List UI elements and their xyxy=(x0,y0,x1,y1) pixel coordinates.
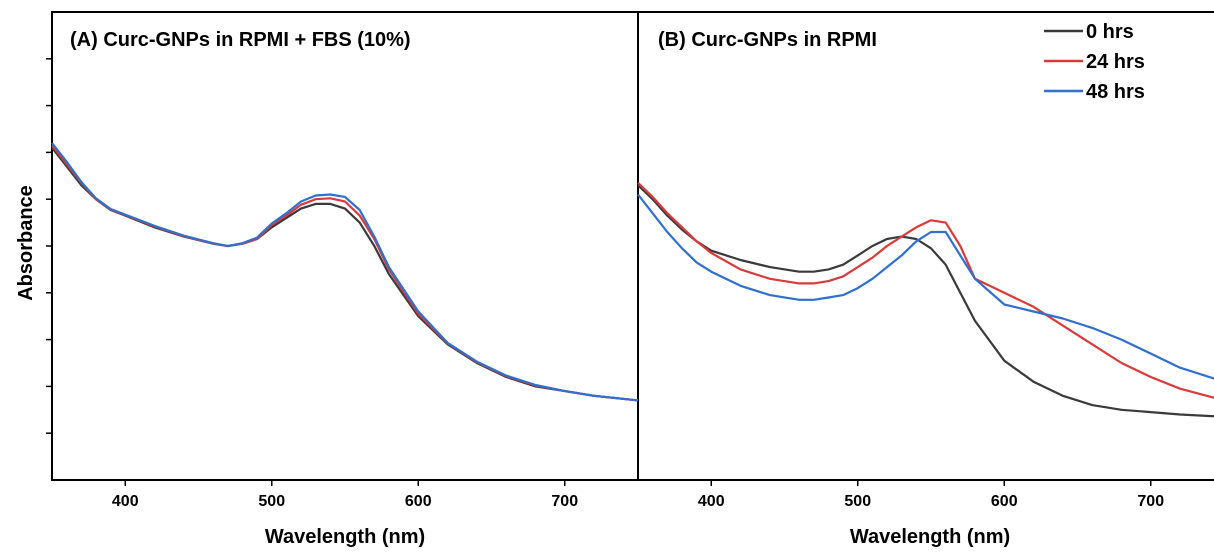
panel-a-series-48-hrs xyxy=(51,142,639,402)
panel-b-series-0-hrs xyxy=(637,184,1214,418)
panel-a-plot: 400 500 600 700 xyxy=(46,58,639,510)
panel-b: (B) Curc-GNPs in RPMI Wavelength (nm) xyxy=(637,11,1214,548)
panel-a-frame xyxy=(51,11,639,481)
panel-b-xtick-label-500: 500 xyxy=(844,493,871,510)
panel-b-plot: 400 500 600 700 xyxy=(637,182,1214,510)
panel-b-title: (B) Curc-GNPs in RPMI xyxy=(658,29,877,51)
panel-a-xtick-label-600: 600 xyxy=(405,493,432,510)
panel-a-xlabel: Wavelength (nm) xyxy=(265,526,425,548)
panel-b-xtick-label-700: 700 xyxy=(1137,493,1164,510)
panel-a-title: (A) Curc-GNPs in RPMI + FBS (10%) xyxy=(70,29,411,51)
panel-a-series-24-hrs xyxy=(51,144,639,402)
legend-label-48hrs: 48 hrs xyxy=(1086,81,1145,103)
y-axis-label: Absorbance xyxy=(15,185,37,301)
panel-a-xtick-label-400: 400 xyxy=(112,493,139,510)
panel-b-series-48-hrs xyxy=(637,193,1214,380)
legend: 0 hrs 24 hrs 48 hrs xyxy=(1044,21,1145,103)
panel-b-xtick-label-400: 400 xyxy=(698,493,725,510)
panel-a-series-0-hrs xyxy=(51,147,639,402)
legend-label-0hrs: 0 hrs xyxy=(1086,21,1134,43)
panel-b-xlabel: Wavelength (nm) xyxy=(850,526,1010,548)
panel-a: (A) Curc-GNPs in RPMI + FBS (10%) Wavele… xyxy=(51,11,639,548)
panel-a-xtick-label-700: 700 xyxy=(551,493,578,510)
panel-b-series-24-hrs xyxy=(637,182,1214,399)
legend-label-24hrs: 24 hrs xyxy=(1086,51,1145,73)
panel-b-xtick-label-600: 600 xyxy=(991,493,1018,510)
panel-b-frame xyxy=(637,11,1214,481)
panel-a-xtick-label-500: 500 xyxy=(258,493,285,510)
